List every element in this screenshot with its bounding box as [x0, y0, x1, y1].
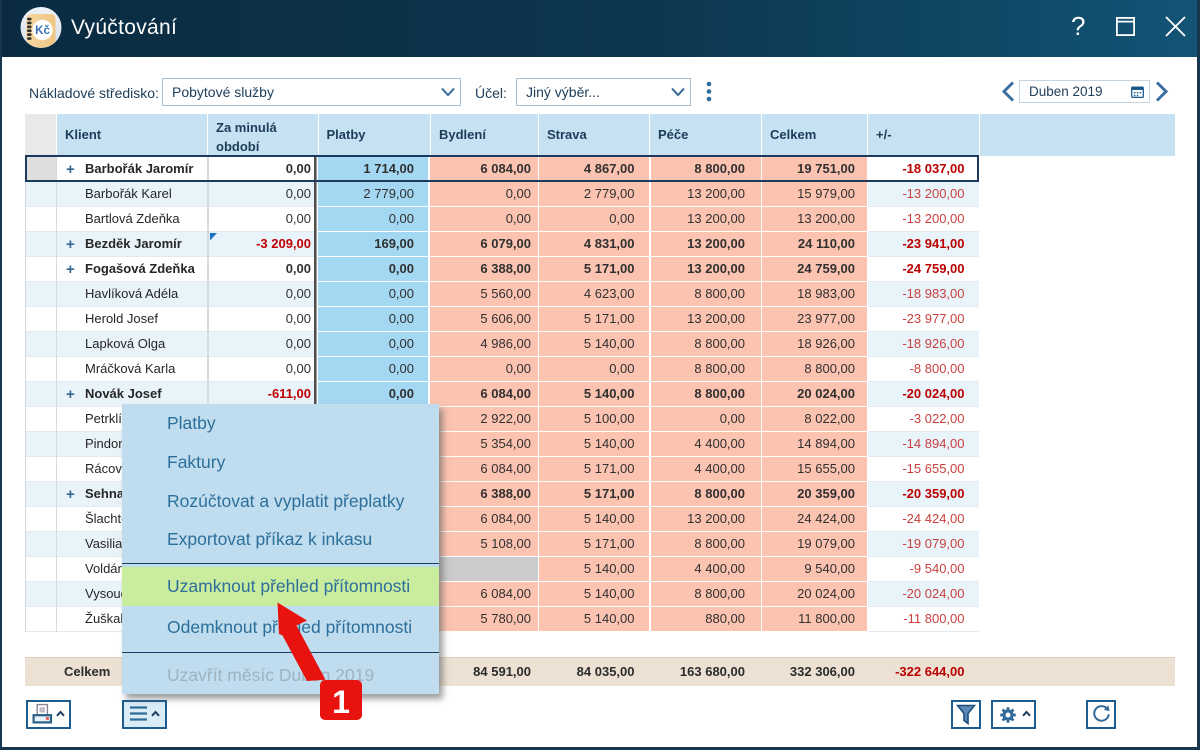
- svg-text:1: 1: [332, 684, 350, 720]
- svg-text:Kč: Kč: [35, 25, 50, 37]
